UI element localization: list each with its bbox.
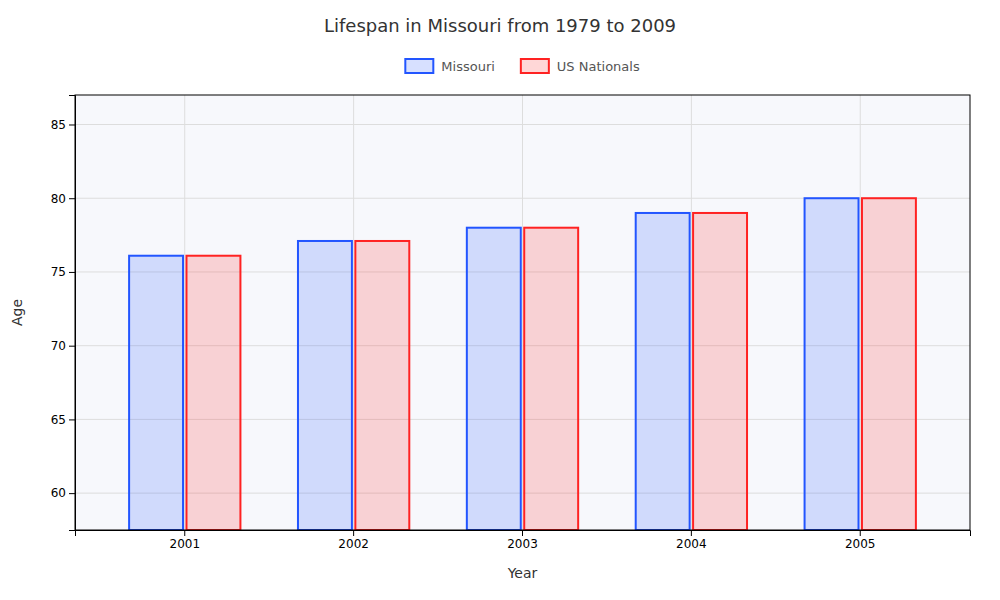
x-tick-label: 2001 (169, 537, 200, 551)
grid-line-x (353, 95, 354, 530)
x-tick-mark (860, 530, 861, 536)
bar (467, 228, 521, 530)
legend-label: US Nationals (557, 59, 640, 74)
legend: Missouri US Nationals (405, 59, 640, 74)
x-tick-mark (353, 530, 354, 536)
x-tick-label: 2002 (338, 537, 369, 551)
x-tick-mark (691, 530, 692, 536)
grid-line-x (691, 95, 692, 530)
bar (636, 213, 690, 530)
grid-line-x (522, 95, 523, 530)
y-tick-mark (69, 124, 75, 125)
y-tick-mark (69, 493, 75, 494)
bar (805, 198, 859, 530)
plot-background (75, 95, 970, 530)
x-tick-mark (184, 530, 185, 536)
plot: 2001 2002 2003 2004 2005 60 65 70 75 80 85 (51, 95, 971, 551)
y-tick: 70 (51, 339, 75, 353)
y-tick-label: 60 (51, 486, 66, 500)
plot-frame (75, 95, 970, 530)
grid-line-x (184, 95, 185, 530)
x-axis-line (76, 531, 971, 537)
bar (355, 241, 409, 530)
legend-item: Missouri (405, 59, 495, 74)
y-tick-label: 85 (51, 118, 66, 132)
y-tick-mark (69, 419, 75, 420)
x-tick-label: 2005 (845, 537, 876, 551)
y-tick-mark (69, 198, 75, 199)
x-tick-mark (522, 530, 523, 536)
y-tick: 80 (51, 192, 75, 206)
y-tick-mark (69, 272, 75, 273)
bar (129, 256, 183, 530)
bar-series (186, 198, 915, 530)
y-axis-line (69, 96, 76, 531)
x-tick: 2002 (338, 530, 369, 551)
x-tick: 2005 (845, 530, 876, 551)
x-tick: 2004 (676, 530, 707, 551)
y-tick: 60 (51, 486, 75, 500)
y-tick-label: 70 (51, 339, 66, 353)
x-axis: 2001 2002 2003 2004 2005 (76, 530, 971, 551)
y-tick: 65 (51, 413, 75, 427)
legend-swatch (521, 59, 549, 73)
y-tick-label: 75 (51, 265, 66, 279)
bar (186, 256, 240, 530)
x-tick: 2003 (507, 530, 538, 551)
bar-series (129, 198, 858, 530)
y-axis-title: Age (9, 299, 25, 326)
y-tick-label: 65 (51, 413, 66, 427)
y-axis: 60 65 70 75 80 85 (51, 96, 76, 531)
grid (75, 95, 970, 530)
legend-label: Missouri (441, 59, 495, 74)
bar (693, 213, 747, 530)
grid-line-x (860, 95, 861, 530)
y-tick-label: 80 (51, 192, 66, 206)
bar (524, 228, 578, 530)
x-axis-title: Year (507, 565, 538, 581)
chart-container: 2001 2002 2003 2004 2005 60 65 70 75 80 85 Lifespan… (0, 0, 1000, 600)
x-tick: 2001 (169, 530, 200, 551)
x-tick-label: 2004 (676, 537, 707, 551)
chart-svg: 2001 2002 2003 2004 2005 60 65 70 75 80 85 Lifespan… (0, 0, 1000, 600)
x-tick-label: 2003 (507, 537, 538, 551)
y-tick: 85 (51, 118, 75, 132)
bar (862, 198, 916, 530)
y-tick: 75 (51, 265, 75, 279)
title: Lifespan in Missouri from 1979 to 2009 (324, 15, 676, 36)
legend-swatch (405, 59, 433, 73)
bars (129, 198, 916, 530)
bar (298, 241, 352, 530)
y-tick-mark (69, 346, 75, 347)
legend-item: US Nationals (521, 59, 640, 74)
